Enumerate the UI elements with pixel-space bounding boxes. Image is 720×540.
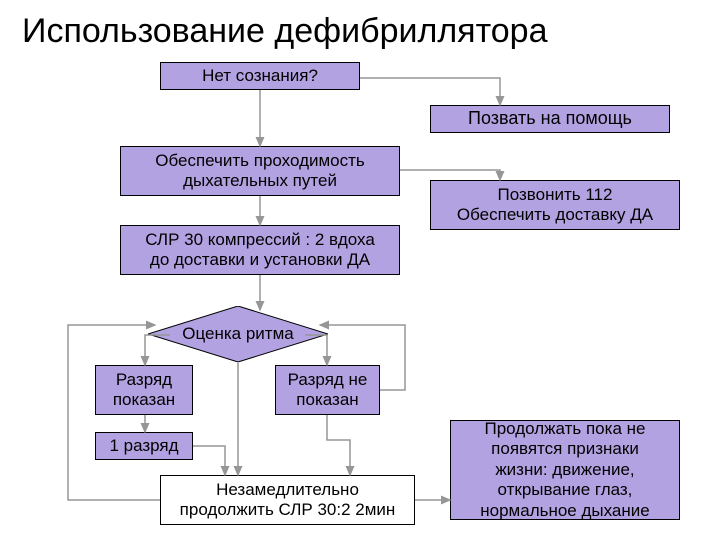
node-one-shock: 1 разряд xyxy=(95,432,193,460)
node-call-help: Позвать на помощь xyxy=(430,105,670,133)
node-label: Разряд непоказан xyxy=(288,370,368,411)
node-label: Позвать на помощь xyxy=(468,108,632,130)
node-continue-until: Продолжать пока непоявятся признакижизни… xyxy=(450,420,680,520)
node-no-consciousness: Нет сознания? xyxy=(160,62,360,90)
node-label: Незамедлительнопродолжить СЛР 30:2 2мин xyxy=(180,480,396,521)
node-label: Продолжать пока непоявятся признакижизни… xyxy=(480,419,649,521)
node-label: Разрядпоказан xyxy=(113,370,175,411)
node-label: Обеспечить проходимостьдыхательных путей xyxy=(155,151,365,192)
node-airway: Обеспечить проходимостьдыхательных путей xyxy=(120,146,400,196)
node-shock-indicated: Разрядпоказан xyxy=(95,365,193,415)
page-title: Использование дефибриллятора xyxy=(22,12,548,51)
node-shock-not-indicated: Разряд непоказан xyxy=(275,365,380,415)
node-cpr: СЛР 30 компрессий : 2 вдохадо доставки и… xyxy=(120,225,400,275)
node-label: Нет сознания? xyxy=(202,66,318,86)
node-label: Позвонить 112Обеспечить доставку ДА xyxy=(457,185,653,226)
node-continue-cpr: Незамедлительнопродолжить СЛР 30:2 2мин xyxy=(160,475,415,525)
node-label: Оценка ритма xyxy=(182,324,293,344)
node-label: 1 разряд xyxy=(109,436,178,456)
node-label: СЛР 30 компрессий : 2 вдохадо доставки и… xyxy=(145,230,375,271)
node-assess-rhythm: Оценка ритма xyxy=(148,306,328,362)
node-call-112: Позвонить 112Обеспечить доставку ДА xyxy=(430,180,680,230)
